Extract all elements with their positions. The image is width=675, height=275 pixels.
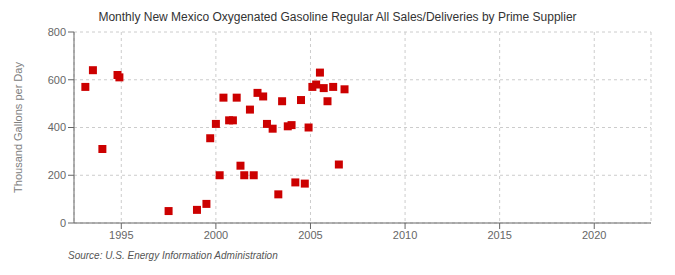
svg-text:800: 800 — [48, 26, 66, 38]
svg-text:0: 0 — [60, 217, 66, 229]
svg-text:Thousand Gallons per Day: Thousand Gallons per Day — [12, 62, 24, 193]
svg-text:1995: 1995 — [109, 229, 133, 241]
svg-text:600: 600 — [48, 74, 66, 86]
svg-text:2005: 2005 — [298, 229, 322, 241]
svg-text:400: 400 — [48, 121, 66, 133]
svg-text:2000: 2000 — [204, 229, 228, 241]
svg-text:2015: 2015 — [487, 229, 511, 241]
html-text:Source: U.S. Energy Informatio: Source: U.S. Energy Information Administ… — [68, 250, 278, 261]
svg-text:2020: 2020 — [582, 229, 606, 241]
svg-text:2010: 2010 — [393, 229, 417, 241]
html-text:Monthly New Mexico Oxygenated: Monthly New Mexico Oxygenated Gasoline R… — [98, 10, 577, 24]
svg-text:200: 200 — [48, 169, 66, 181]
